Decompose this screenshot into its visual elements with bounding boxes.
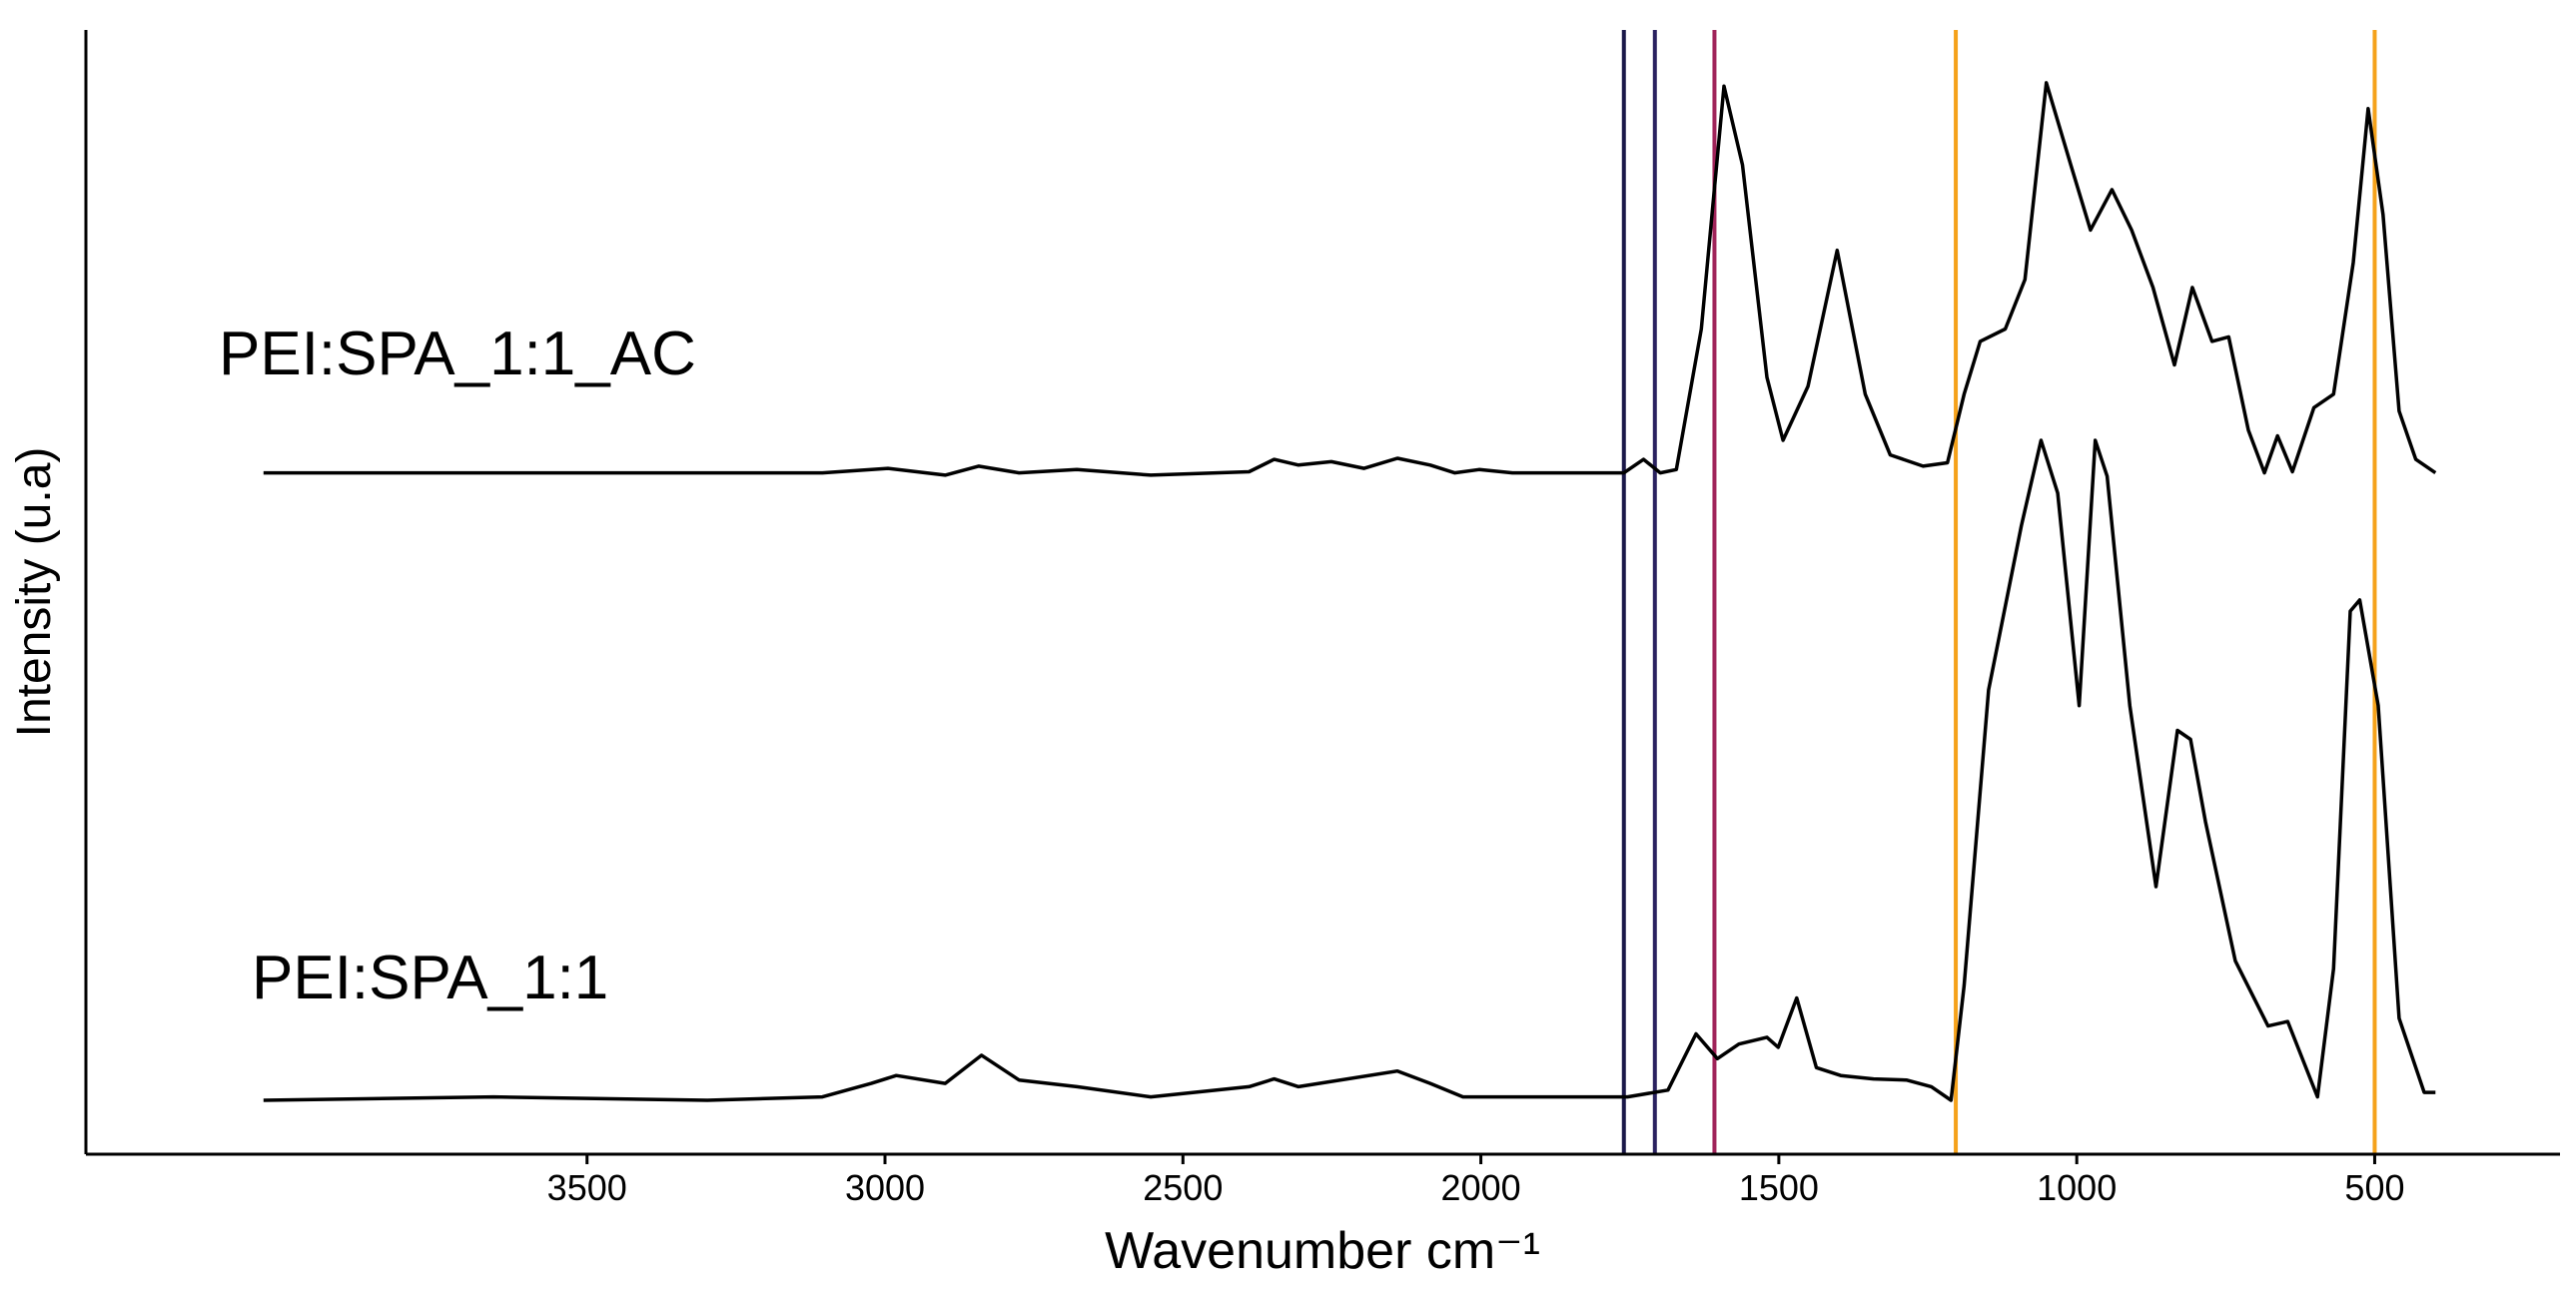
y-axis-title: Intensity (u.a) [8, 447, 61, 738]
x-tick-label: 3500 [547, 1167, 627, 1208]
x-tick-label: 500 [2344, 1167, 2404, 1208]
spectrum-line [263, 438, 2436, 1102]
spectrum-line [263, 81, 2437, 477]
x-tick-label: 1000 [2037, 1167, 2117, 1208]
series-label: PEI:SPA_1:1 [252, 944, 608, 1012]
x-tick-label: 1500 [1739, 1167, 1819, 1208]
series-label: PEI:SPA_1:1_AC [219, 320, 696, 388]
x-tick-label: 2500 [1143, 1167, 1223, 1208]
x-tick-label: 2000 [1441, 1167, 1521, 1208]
x-tick-label: 3000 [845, 1167, 925, 1208]
x-axis-title: Wavenumber cm⁻¹ [1105, 1222, 1540, 1280]
